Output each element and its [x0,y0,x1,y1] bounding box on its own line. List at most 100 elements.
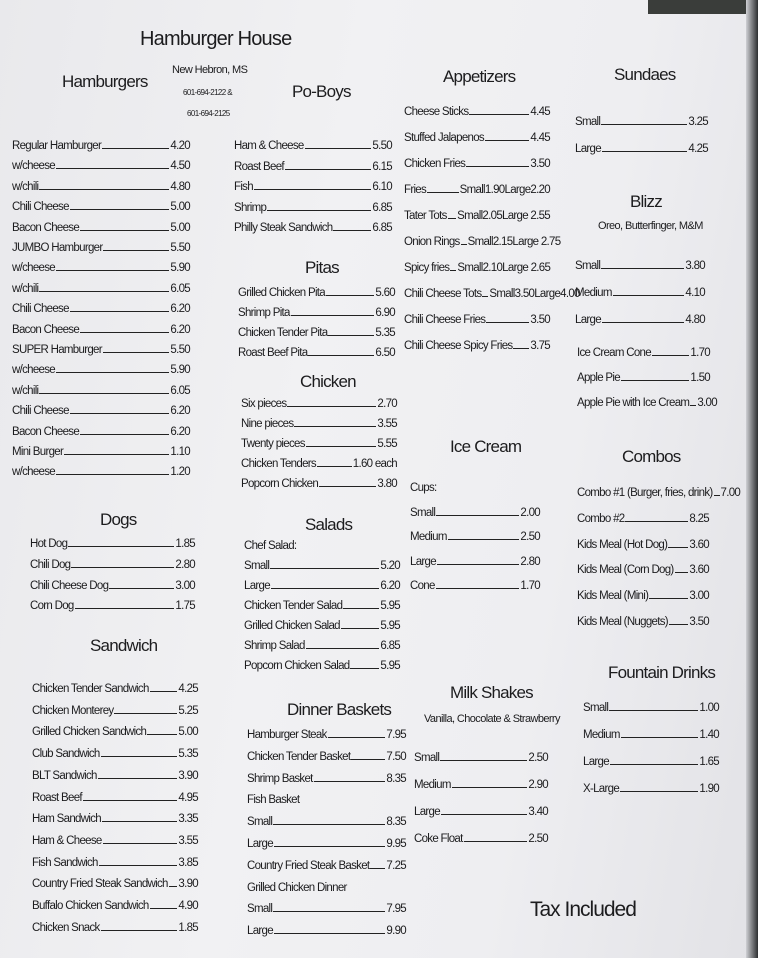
item-price: 9.95 [386,838,406,850]
menu-item: Small 5.20 [244,560,401,572]
leader-line [609,764,699,765]
menu-item: Kids Meal (Hot Dog) 3.60 [577,539,710,551]
leader-line [440,814,528,815]
item-name: Large [244,580,271,592]
item-price: 4.50 [170,160,190,173]
item-price: 5.95 [380,600,400,612]
menu-item: Country Fried Steak Basket 7.25 [247,859,407,872]
item-name: Bacon Cheese [12,323,80,336]
item-name: Popcorn Chicken Salad [244,660,350,672]
menu-item: Hot Dog 1.85 [30,538,196,550]
item-price: 4.20 [170,140,190,152]
item-name: Corn Dog [30,600,74,613]
leader-line [451,787,528,788]
menu-item: Stuffed Jalapenos 4.45 [404,132,551,144]
item-price: 6.85 [372,201,392,214]
item-name: Country Fried Steak Basket [247,859,370,872]
menu-item: Tater Tots Small2.05Large 2.55 [404,210,551,222]
item-price: 3.50 [530,158,550,170]
item-price: 6.05 [170,384,190,397]
tax-included-note: Tax Included [530,898,637,921]
sandwich-heading: Sandwich [90,636,158,655]
item-name: Small [247,903,273,916]
item-name: Cups: [410,482,437,494]
item-price: 6.20 [380,580,400,592]
item-price: 4.10 [685,287,705,299]
icecream-heading: Ice Cream [450,437,522,456]
menu-item: w/chili 6.05 [12,384,191,397]
leader-line [463,841,528,842]
leader-line [64,454,170,455]
menu-item: Twenty pieces 5.55 [241,438,398,450]
leader-line [253,189,372,190]
menu-item: Grilled Chicken Salad 5.95 [244,620,401,632]
menu-item: Fish Sandwich 3.85 [32,856,199,869]
leader-line [273,933,386,935]
item-name: Apple Pie [577,372,621,384]
menu-item: Philly Steak Sandwich 6.85 [234,222,393,234]
leader-line [313,780,386,782]
item-price: 6.10 [372,181,392,193]
item-name: Large [410,555,437,568]
item-name: Grilled Chicken Sandwich [32,726,147,739]
leader-line [612,295,685,296]
item-price: 4.45 [530,106,550,118]
menu-item: Bacon Cheese 5.00 [12,222,191,234]
item-name: Cheese Sticks [404,106,469,118]
leader-line [450,270,457,271]
menu-item: JUMBO Hamburger 5.50 [12,242,191,254]
menu-item: Large 4.80 [575,314,706,326]
item-price: 7.95 [386,903,406,916]
item-price: 5.35 [375,327,395,339]
leader-line [343,608,380,609]
menu-item: Club Sandwich 5.35 [32,748,199,760]
item-price: 3.40 [528,806,548,818]
item-name: BLT Sandwich [32,769,97,782]
item-name: Fish Sandwich [32,856,98,869]
leader-line [601,322,685,323]
leader-line [80,433,170,435]
menu-item: Chicken Tenders 1.60 each [241,458,398,470]
item-price: 6.20 [170,425,190,438]
item-name: Ham & Cheese [234,140,304,152]
item-price: 1.85 [178,921,198,934]
menu-item: Chili Cheese 6.20 [12,405,191,418]
leader-line [270,588,380,589]
item-price: Small2.15Large 2.75 [467,236,562,248]
leader-line [620,791,699,792]
item-name: Small [575,260,601,272]
item-name: Large [575,143,602,155]
menu-item: Chili Cheese 6.20 [12,303,191,315]
menu-item: Ham & Cheese 5.50 [234,140,393,152]
item-name: Small [414,752,440,764]
item-price: 6.20 [170,405,190,418]
leader-line [55,474,170,476]
leader-line [601,151,688,152]
item-name: Medium [410,531,447,543]
item-price: 4.90 [178,900,198,912]
dogs-heading: Dogs [100,510,137,529]
menu-item: Large 6.20 [244,580,401,592]
item-price: 6.85 [380,640,400,652]
menu-item: Large 1.65 [583,756,720,768]
leader-line [68,546,175,547]
leader-line [484,140,530,141]
menu-item: Medium 2.50 [410,531,541,543]
item-price: 5.00 [178,726,198,739]
item-price: 8.35 [386,816,406,829]
item-price: 3.60 [689,564,709,577]
item-price: 5.60 [375,287,395,299]
item-price: 5.50 [372,140,392,152]
item-price: 1.70 [520,580,540,592]
item-name: Six pieces [241,398,287,410]
item-name: Grilled Chicken Salad [244,620,341,632]
item-price: 3.00 [175,579,195,592]
phone-2: 601-694-2125 [187,109,230,118]
leader-line [649,598,689,600]
item-name: Large [583,756,610,768]
menu-item: Small 1.00 [583,702,720,714]
item-price: 1.60 each [352,458,398,470]
item-name: Bacon Cheese [12,425,80,438]
leader-line [651,355,690,356]
item-price: 5.20 [380,560,400,572]
